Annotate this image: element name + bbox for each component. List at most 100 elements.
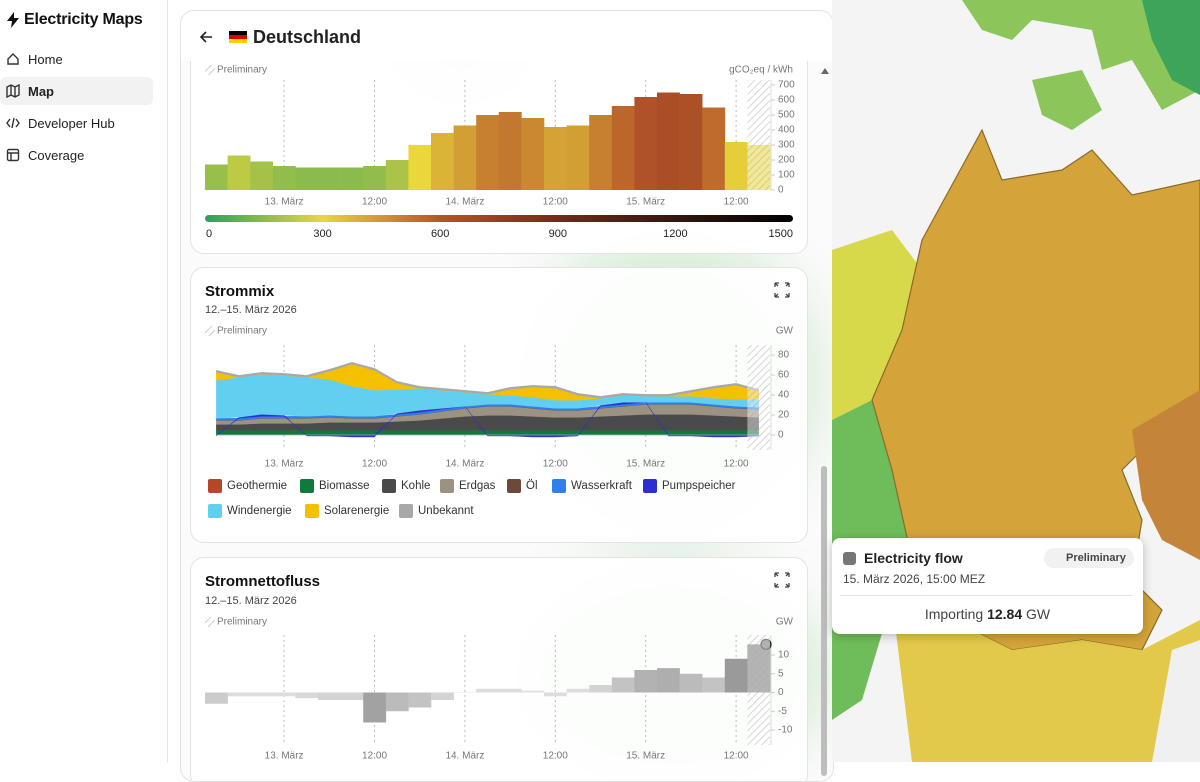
bar bbox=[634, 670, 657, 693]
bar bbox=[499, 112, 522, 190]
bar bbox=[521, 691, 544, 693]
bar bbox=[589, 115, 612, 190]
x-tick-label: 14. März bbox=[445, 459, 484, 470]
tooltip-title: Electricity flow bbox=[864, 550, 963, 566]
y-tick-label: 400 bbox=[778, 125, 795, 136]
y-tick-label: 500 bbox=[778, 110, 795, 121]
bar bbox=[386, 160, 409, 190]
preliminary-swatch bbox=[205, 617, 215, 627]
y-tick-label: 0 bbox=[778, 687, 784, 698]
bar bbox=[725, 142, 748, 190]
bar bbox=[341, 693, 364, 701]
x-tick-label: 12:00 bbox=[724, 751, 749, 762]
card-title: Strommix bbox=[205, 283, 275, 300]
legend-label: Kohle bbox=[401, 480, 430, 492]
bar bbox=[431, 133, 454, 190]
y-tick-label: -10 bbox=[778, 725, 793, 736]
legend-swatch bbox=[208, 479, 222, 493]
map-svg bbox=[832, 0, 1200, 762]
x-tick-label: 13. März bbox=[265, 751, 304, 762]
y-tick-label: 10 bbox=[778, 650, 790, 661]
tooltip-divider bbox=[840, 595, 1132, 596]
x-tick-label: 13. März bbox=[265, 459, 304, 470]
tooltip-text: Importing bbox=[925, 606, 983, 622]
tooltip-badge: Preliminary bbox=[1044, 548, 1134, 568]
bar bbox=[318, 168, 341, 191]
legend-swatch bbox=[507, 479, 521, 493]
preliminary-swatch bbox=[205, 326, 215, 336]
bar bbox=[612, 106, 635, 190]
legend-label: Windenergie bbox=[227, 505, 292, 517]
bar bbox=[680, 674, 703, 693]
bar bbox=[454, 693, 477, 694]
bar bbox=[567, 126, 590, 191]
legend-swatch bbox=[382, 479, 396, 493]
bar bbox=[250, 162, 273, 191]
y-tick-label: 60 bbox=[778, 370, 790, 381]
bar bbox=[363, 166, 386, 190]
expand-button[interactable] bbox=[775, 573, 789, 587]
x-tick-label: 12:00 bbox=[543, 751, 568, 762]
legend-swatch bbox=[399, 504, 413, 518]
bar bbox=[544, 693, 567, 697]
y-tick-label: 40 bbox=[778, 390, 790, 401]
y-tick-label: 300 bbox=[778, 140, 795, 151]
tooltip-date: 15. März 2026, 15:00 MEZ bbox=[843, 572, 985, 586]
expand-button[interactable] bbox=[775, 283, 789, 297]
y-tick-label: 5 bbox=[778, 668, 784, 679]
bar bbox=[431, 693, 454, 701]
unit-label: GW bbox=[776, 617, 794, 628]
y-tick-label: 80 bbox=[778, 350, 790, 361]
scale-tick-label: 0 bbox=[206, 228, 212, 240]
card-title: Stromnettofluss bbox=[205, 573, 320, 590]
legend-label: Erdgas bbox=[459, 480, 496, 492]
legend-swatch bbox=[552, 479, 566, 493]
bar bbox=[408, 693, 431, 708]
y-tick-label: 600 bbox=[778, 95, 795, 106]
bar bbox=[295, 693, 318, 699]
bar bbox=[318, 693, 341, 701]
bar bbox=[476, 689, 499, 693]
bar bbox=[273, 693, 296, 697]
preliminary-hatch bbox=[747, 635, 770, 745]
bar bbox=[250, 693, 273, 697]
bar bbox=[544, 127, 567, 190]
legend-label: Solarenergie bbox=[324, 505, 389, 517]
y-tick-label: 20 bbox=[778, 410, 790, 421]
legend-label: Unbekannt bbox=[418, 505, 474, 517]
x-tick-label: 15. März bbox=[626, 459, 665, 470]
preliminary-hatch bbox=[747, 345, 770, 450]
bar bbox=[657, 93, 680, 191]
legend-label: Biomasse bbox=[319, 480, 370, 492]
map[interactable] bbox=[832, 0, 1200, 762]
bar bbox=[295, 168, 318, 191]
bar bbox=[657, 668, 680, 692]
y-tick-label: -5 bbox=[778, 706, 787, 717]
bar bbox=[228, 156, 251, 191]
preliminary-label: Preliminary bbox=[217, 617, 267, 628]
tooltip-unit: GW bbox=[1026, 606, 1050, 622]
bar bbox=[702, 678, 725, 693]
legend-swatch bbox=[300, 479, 314, 493]
x-tick-label: 12:00 bbox=[543, 459, 568, 470]
legend-label: Öl bbox=[526, 480, 538, 492]
bar bbox=[386, 693, 409, 712]
preliminary-label: Preliminary bbox=[217, 65, 267, 76]
unit-label: gCO₂eq / kWh bbox=[729, 65, 793, 76]
x-tick-label: 15. März bbox=[626, 751, 665, 762]
tooltip: Electricity flow Preliminary 15. März 20… bbox=[832, 538, 1143, 634]
charts: Preliminary gCO₂eq / kWh 13. März 12:00 14. … bbox=[0, 0, 832, 762]
x-tick-label: 15. März bbox=[626, 197, 665, 208]
y-tick-label: 100 bbox=[778, 170, 795, 181]
x-tick-label: 12:00 bbox=[362, 459, 387, 470]
bar bbox=[680, 94, 703, 190]
scale-tick-label: 1200 bbox=[663, 228, 687, 240]
legend-swatch bbox=[643, 479, 657, 493]
bar bbox=[228, 693, 251, 697]
scale-tick-label: 900 bbox=[549, 228, 567, 240]
color-scale bbox=[205, 215, 793, 222]
page: Electricity Maps Home Map Developer Hub … bbox=[0, 0, 1200, 762]
bar bbox=[363, 693, 386, 723]
x-tick-label: 14. März bbox=[445, 197, 484, 208]
x-tick-label: 12:00 bbox=[362, 751, 387, 762]
